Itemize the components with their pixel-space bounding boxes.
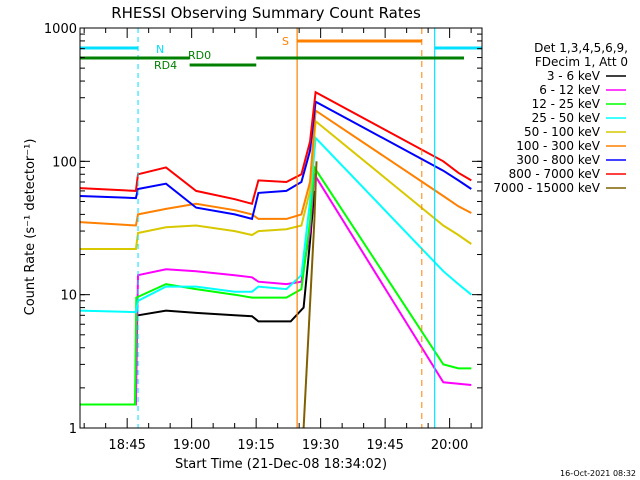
series-line-12-25-kev xyxy=(80,164,472,406)
x-tick-label: 18:45 xyxy=(108,438,145,453)
series-line-300-800-kev xyxy=(79,100,472,221)
legend-label-25-50-kev: 25 - 50 keV xyxy=(532,111,601,125)
legend-label-50-100-kev: 50 - 100 keV xyxy=(524,125,601,139)
legend-label-3-6-kev: 3 - 6 keV xyxy=(547,69,601,83)
y-tick-label: 1 xyxy=(69,422,77,437)
series-line-800-7000-kev xyxy=(79,90,472,206)
x-tick-label: 19:30 xyxy=(302,438,339,453)
y-tick-label: 10 xyxy=(60,289,77,304)
legend-header-line-2: FDecim 1, Att 0 xyxy=(535,55,628,69)
x-tick-label: 19:00 xyxy=(173,438,210,453)
plot-frame xyxy=(79,27,483,429)
legend-header-line-1: Det 1,3,4,5,6,9, xyxy=(534,41,628,55)
legend-label-100-300-kev: 100 - 300 keV xyxy=(516,139,600,153)
series-line-50-100-kev xyxy=(80,119,472,250)
legend: Det 1,3,4,5,6,9, FDecim 1, Att 0 3 - 6 k… xyxy=(493,41,628,195)
legend-label-7000-15000-kev: 7000 - 15000 keV xyxy=(493,181,600,195)
night-label-1: N xyxy=(156,43,164,56)
y-tick-label: 100 xyxy=(52,155,77,170)
x-tick-label: 19:15 xyxy=(237,438,274,453)
saa-label: S xyxy=(282,35,289,48)
x-tick-label: 20:00 xyxy=(431,438,468,453)
legend-label-300-800-kev: 300 - 800 keV xyxy=(516,153,600,167)
decimation-label-rd4: RD4 xyxy=(154,59,177,72)
y-axis-label: Count Rate (s⁻¹ detector⁻¹) xyxy=(23,139,38,316)
series-line-7000-15000-kev xyxy=(302,161,318,429)
legend-label-800-7000-kev: 800 - 7000 keV xyxy=(509,167,601,181)
x-axis-label: Start Time (21-Dec-08 18:34:02) xyxy=(175,457,387,472)
legend-label-12-25-kev: 12 - 25 keV xyxy=(532,97,601,111)
timestamp: 16-Oct-2021 08:32 xyxy=(560,469,636,478)
series-line-25-50-kev xyxy=(79,135,472,314)
chart-title: RHESSI Observing Summary Count Rates xyxy=(111,4,421,22)
series-line-100-300-kev xyxy=(79,108,472,227)
series-line-3-6-kev xyxy=(137,190,316,323)
axes-group: 1 10 100 1000 18:45 19:00 19:15 19:30 19:45 20:00 xyxy=(44,22,483,453)
data-series-group xyxy=(79,90,472,429)
legend-label-6-12-kev: 6 - 12 keV xyxy=(539,83,601,97)
x-tick-label: 19:45 xyxy=(366,438,403,453)
decimation-label-rd0: RD0 xyxy=(188,49,211,62)
y-tick-label: 1000 xyxy=(44,22,77,37)
